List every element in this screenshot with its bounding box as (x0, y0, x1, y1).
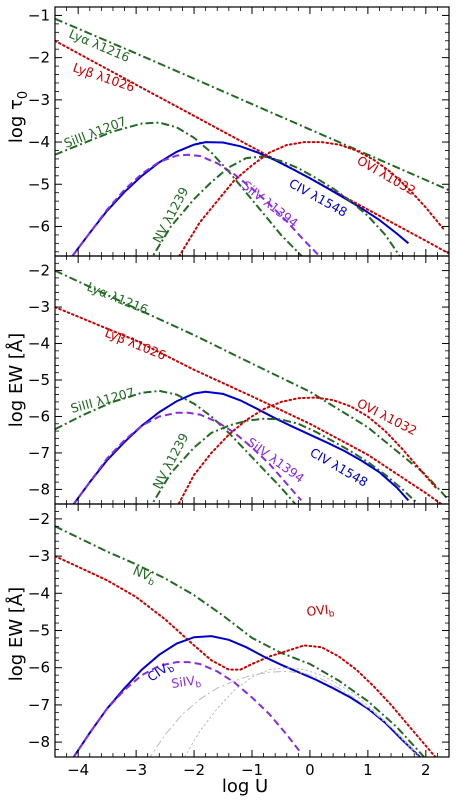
panel-3-ticks: −4 −3 −2 −1 0 1 2 −8 −7 −6 −5 −4 −3 −2 (28, 503, 450, 779)
p1-curve-ovi-1032 (178, 141, 445, 256)
p1-ytick-label: −3 (28, 91, 50, 109)
p3-xtick-label: 2 (421, 761, 431, 779)
panel-2-ticks: −8 −7 −6 −5 −4 −3 −2 (28, 255, 450, 505)
p3-xtick-label: 0 (305, 761, 315, 779)
p2-curve-ly-1026 (55, 306, 443, 504)
panel-3-curves (55, 525, 437, 757)
p3-xtick-label: −3 (125, 761, 147, 779)
panel-1-curves (55, 17, 449, 256)
panel-3-curve-labels: NVb CIVb SiIVb OVIb (130, 563, 336, 694)
panel-3-ylabel: log EW [Å] (5, 587, 27, 681)
p3-xtick-label: 1 (363, 761, 373, 779)
p3-curve-civ-b (72, 635, 421, 757)
p1-ytick-label: −6 (28, 217, 50, 235)
panel-3-xlabel: log U (222, 776, 268, 797)
panel-2-ylabel: log EW [Å] (5, 333, 27, 427)
p1-ytick-label: −5 (28, 175, 50, 193)
p1-curve-civ-1548 (71, 141, 410, 256)
p3-curve-series-4 (149, 670, 422, 757)
panel-3-blended-equivalent-width: −4 −3 −2 −1 0 1 2 −8 −7 −6 −5 −4 −3 −2 log EW [Å] log… (5, 503, 450, 797)
p2-curve-ly-1216 (55, 269, 449, 502)
p3-ytick-label: −2 (28, 510, 50, 528)
p1-ytick-label: −4 (28, 133, 50, 151)
p2-ytick-label: −4 (28, 335, 50, 353)
p1-curve-siiv-1394 (71, 153, 321, 256)
p3-curve-nv-b (55, 525, 426, 757)
p2-ytick-label: −5 (28, 371, 50, 389)
p2-curve-siiv-1394 (72, 411, 302, 504)
p1-ytick-label: −2 (28, 49, 50, 67)
p1-curve-siiii-1207 (55, 121, 304, 256)
p1-curve-ly-1216 (55, 17, 449, 192)
panel-3-frame (54, 503, 450, 758)
p2-ytick-label: −8 (28, 480, 50, 498)
p1-curve-nv-1239 (151, 155, 401, 256)
p2-curve-ovi-1032 (177, 396, 439, 504)
p3-curve-series-1 (55, 555, 437, 757)
p3-ytick-label: −5 (28, 622, 50, 640)
p2-ytick-label: −7 (28, 444, 50, 462)
p2-ytick-label: −6 (28, 407, 50, 425)
p3-xtick-label: −1 (241, 761, 263, 779)
p3-curve-siiv-b (72, 661, 302, 757)
panel-1-ylabel: log τ0 (6, 91, 31, 143)
p1-ytick-label: −1 (28, 6, 50, 24)
p3-ytick-label: −8 (28, 733, 50, 751)
label-ovi-b: OVIb (306, 601, 336, 622)
p3-ytick-label: −4 (28, 584, 50, 602)
p2-curve-siiii-1207 (55, 389, 297, 504)
p3-ytick-label: −7 (28, 696, 50, 714)
p3-xtick-label: −2 (183, 761, 205, 779)
panel-2-curves (55, 269, 449, 504)
p2-ytick-label: −2 (28, 262, 50, 280)
label-siiv-b: SiIVb (170, 672, 202, 694)
p3-ytick-label: −3 (28, 547, 50, 565)
p3-xtick-label: −4 (67, 761, 89, 779)
label-nv-b: NVb (130, 563, 159, 589)
p3-ytick-label: −6 (28, 659, 50, 677)
p2-curve-nv-1239 (150, 417, 420, 504)
p2-ytick-label: −3 (28, 298, 50, 316)
